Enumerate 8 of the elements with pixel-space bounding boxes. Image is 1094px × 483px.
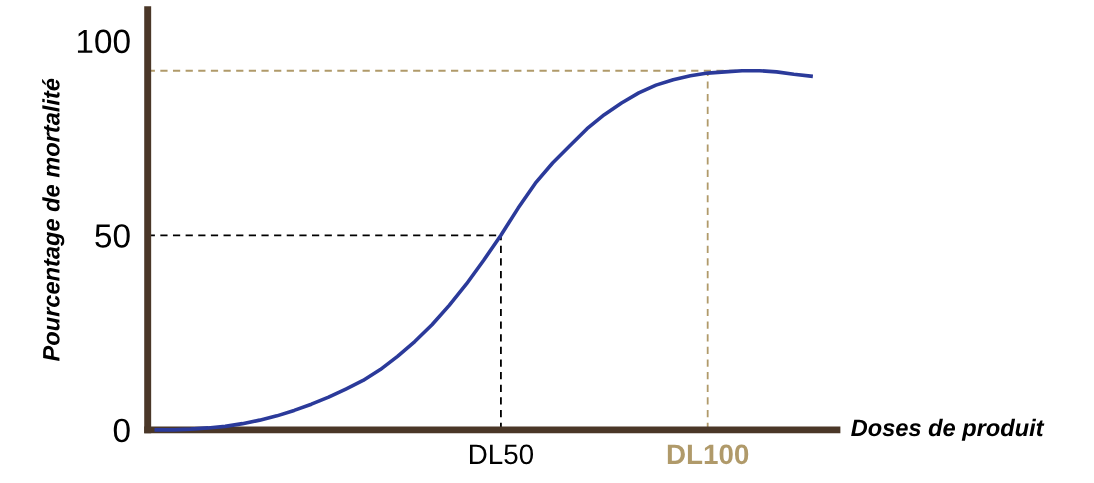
y-tick-label: 100 xyxy=(77,29,130,54)
y-tick-label: 0 xyxy=(113,418,130,443)
y-axis-title: Pourcentage de mortalité xyxy=(42,78,65,362)
x-tick-label: DL50 xyxy=(469,444,534,465)
x-axis-title: Doses de produit xyxy=(851,418,1045,441)
line-series xyxy=(154,68,813,432)
x-tick-label: DL100 xyxy=(667,444,749,465)
y-tick-label: 50 xyxy=(95,224,130,248)
